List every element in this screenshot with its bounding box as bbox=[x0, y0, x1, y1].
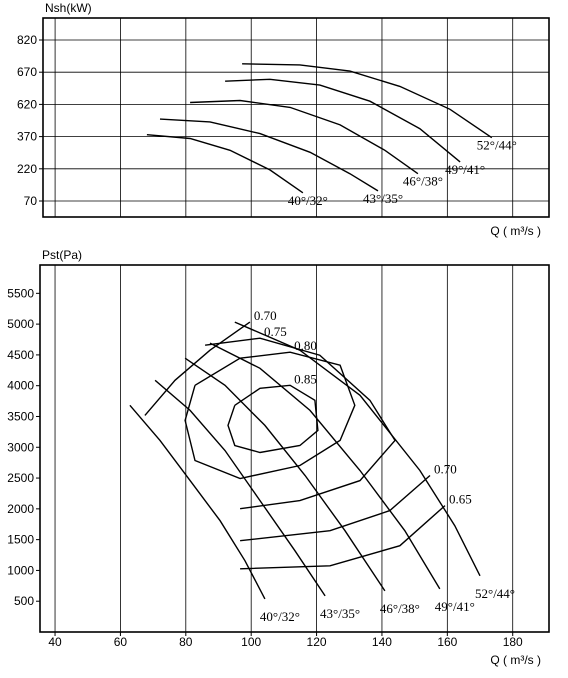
performance-curve bbox=[146, 134, 304, 194]
y-tick-label: 2000 bbox=[7, 502, 34, 516]
contour-label: 0.65 bbox=[449, 492, 472, 507]
x-axis-label: Q ( m³/s ) bbox=[490, 653, 541, 667]
x-tick-label: 80 bbox=[179, 635, 193, 649]
x-tick-label: 180 bbox=[503, 635, 523, 649]
curve-label: 49°/41° bbox=[445, 162, 485, 177]
y-tick-label: 370 bbox=[17, 130, 37, 144]
efficiency-contour bbox=[205, 337, 396, 510]
curve-label: 52°/44° bbox=[477, 138, 517, 153]
contour-label: 0.75 bbox=[264, 324, 287, 339]
x-tick-label: 160 bbox=[437, 635, 457, 649]
y-tick-label: 4000 bbox=[7, 379, 34, 393]
x-tick-label: 60 bbox=[114, 635, 128, 649]
y-tick-label: 620 bbox=[17, 97, 37, 111]
efficiency-contour bbox=[240, 505, 446, 570]
y-tick-label: 2500 bbox=[7, 471, 34, 485]
y-tick-label: 500 bbox=[14, 594, 34, 608]
performance-curve bbox=[209, 342, 441, 590]
y-tick-label: 1000 bbox=[7, 563, 34, 577]
curve-label: 40°/32° bbox=[260, 609, 300, 624]
y-tick-label: 1500 bbox=[7, 533, 34, 547]
plot-frame bbox=[42, 17, 550, 218]
performance-curve bbox=[184, 357, 386, 592]
curve-label: 46°/38° bbox=[380, 601, 420, 616]
y-tick-label: 70 bbox=[24, 194, 38, 208]
y-tick-label: 5500 bbox=[7, 286, 34, 300]
x-tick-label: 120 bbox=[307, 635, 327, 649]
y-tick-label: 3000 bbox=[7, 440, 34, 454]
performance-curve bbox=[159, 118, 379, 192]
efficiency-contour bbox=[184, 351, 356, 480]
y-tick-label: 5000 bbox=[7, 317, 34, 331]
x-tick-label: 100 bbox=[241, 635, 261, 649]
curve-label: 49°/41° bbox=[435, 599, 475, 614]
curve-label: 46°/38° bbox=[403, 174, 443, 189]
performance-curve bbox=[225, 78, 461, 163]
contour-label: 0.70 bbox=[254, 308, 277, 323]
curve-label: 52°/44° bbox=[475, 586, 515, 601]
x-tick-label: 40 bbox=[48, 635, 62, 649]
y-tick-label: 820 bbox=[17, 33, 37, 47]
efficiency-contour bbox=[144, 321, 431, 542]
y-axis-label: Pst(Pa) bbox=[42, 248, 82, 262]
plot-frame bbox=[39, 264, 550, 633]
y-axis-label: Nsh(kW) bbox=[45, 1, 92, 15]
curve-label: 40°/32° bbox=[288, 193, 328, 208]
performance-curve bbox=[242, 63, 493, 139]
y-tick-label: 220 bbox=[17, 162, 37, 176]
contour-label: 0.85 bbox=[294, 371, 317, 386]
efficiency-contour bbox=[227, 384, 319, 454]
y-tick-label: 4500 bbox=[7, 348, 34, 362]
x-tick-label: 140 bbox=[372, 635, 392, 649]
y-tick-label: 670 bbox=[17, 65, 37, 79]
performance-curve bbox=[154, 379, 326, 597]
curve-label: 43°/35° bbox=[363, 191, 403, 206]
x-axis-label: Q ( m³/s ) bbox=[490, 224, 541, 238]
curve-label: 43°/35° bbox=[320, 606, 360, 621]
y-tick-label: 3500 bbox=[7, 409, 34, 423]
performance-curve bbox=[190, 99, 419, 175]
performance-curve bbox=[129, 404, 266, 600]
contour-label: 0.70 bbox=[434, 462, 457, 477]
